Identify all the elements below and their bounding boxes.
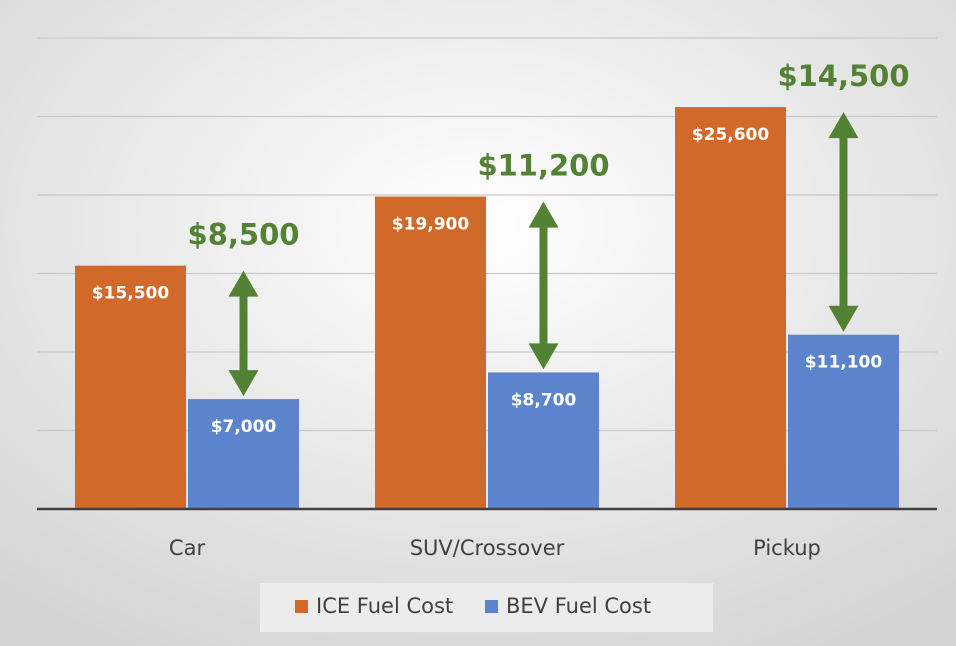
bar <box>375 196 486 509</box>
value-label: $11,100 <box>805 353 883 373</box>
x-tick-label: SUV/Crossover <box>410 536 565 560</box>
x-tick-label: Pickup <box>753 536 821 560</box>
bar <box>488 372 599 509</box>
value-label: $8,700 <box>511 390 577 410</box>
legend-label: ICE Fuel Cost <box>316 594 453 618</box>
value-label: $15,500 <box>92 284 170 304</box>
difference-arrow <box>228 270 259 397</box>
difference-label: $11,200 <box>477 149 609 183</box>
bar <box>788 334 899 509</box>
bar <box>75 265 186 509</box>
x-tick-label: Car <box>169 536 206 560</box>
value-label: $19,900 <box>392 215 470 235</box>
legend-swatch <box>485 600 498 613</box>
legend-label: BEV Fuel Cost <box>506 594 651 618</box>
value-label: $25,600 <box>692 125 770 145</box>
value-label: $7,000 <box>211 417 277 437</box>
legend-swatch <box>295 600 308 613</box>
difference-label: $14,500 <box>777 59 909 93</box>
bar <box>188 399 299 509</box>
difference-label: $8,500 <box>188 218 300 252</box>
bar <box>675 107 786 509</box>
difference-arrow <box>528 201 559 370</box>
difference-arrow <box>828 112 859 332</box>
